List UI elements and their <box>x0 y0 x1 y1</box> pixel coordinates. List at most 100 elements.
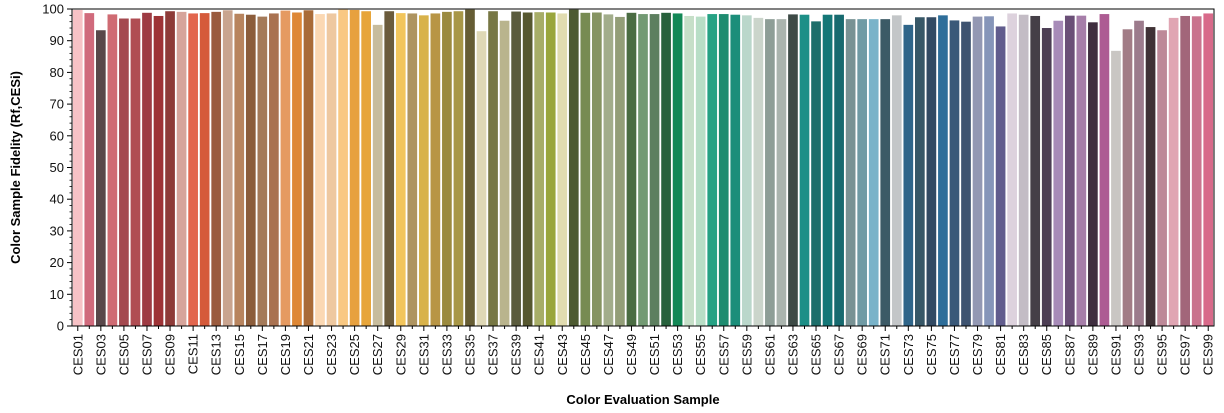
y-axis-title: Color Sample Fidelity (Rf,CESi) <box>8 71 23 264</box>
bar-ces33 <box>442 11 452 326</box>
bar-ces15 <box>234 13 245 326</box>
bar-ces81 <box>995 26 1006 326</box>
bar-ces42 <box>545 12 556 327</box>
bar-ces46 <box>592 12 602 327</box>
bar-ces48 <box>615 16 625 327</box>
bar-ces08 <box>153 15 164 326</box>
bar-ces76 <box>938 15 948 327</box>
bar-ces21 <box>303 10 314 327</box>
bar-ces43 <box>557 13 568 326</box>
bar-ces92 <box>1122 29 1133 326</box>
x-tick-label: CES81 <box>993 334 1008 375</box>
bar-ces06 <box>130 18 141 326</box>
x-tick-label: CES21 <box>301 334 316 375</box>
bar-ces32 <box>430 13 441 326</box>
bar-ces23 <box>326 13 337 326</box>
y-tick-label: 60 <box>50 128 64 143</box>
bar-ces10 <box>176 11 187 326</box>
x-tick-label: CES67 <box>832 334 847 375</box>
x-tick-label: CES09 <box>163 334 178 375</box>
bar-ces39 <box>511 11 521 326</box>
bar-ces95 <box>1157 30 1167 327</box>
bar-ces17 <box>257 16 268 327</box>
bar-ces64 <box>799 14 810 327</box>
bar-ces37 <box>488 11 498 326</box>
bar-ces83 <box>1018 14 1029 327</box>
x-tick-label: CES91 <box>1108 334 1123 375</box>
x-tick-label: CES39 <box>509 334 524 375</box>
x-tick-label: CES63 <box>785 334 800 375</box>
bar-ces51 <box>649 14 660 326</box>
bar-ces69 <box>857 19 868 326</box>
x-tick-label: CES05 <box>116 334 131 375</box>
x-tick-label: CES47 <box>601 334 616 375</box>
bar-ces59 <box>741 15 752 327</box>
bar-ces02 <box>84 13 95 327</box>
x-tick-label: CES43 <box>555 334 570 375</box>
x-tick-label: CES75 <box>924 334 939 375</box>
bar-ces49 <box>626 12 637 327</box>
bar-ces79 <box>972 16 983 327</box>
bar-ces62 <box>776 19 787 326</box>
y-tick-label: 70 <box>50 97 64 112</box>
x-tick-label: CES51 <box>647 334 662 375</box>
bar-ces12 <box>199 13 210 327</box>
bar-ces24 <box>338 9 348 326</box>
bar-ces98 <box>1191 16 1202 326</box>
bar-ces09 <box>165 11 175 326</box>
bar-ces77 <box>949 20 960 326</box>
x-tick-label: CES15 <box>232 334 247 375</box>
bar-ces97 <box>1180 15 1191 326</box>
x-tick-label: CES31 <box>416 334 431 375</box>
bar-ces40 <box>522 12 533 327</box>
bar-ces84 <box>1030 15 1041 326</box>
x-tick-label: CES03 <box>93 334 108 375</box>
bar-ces70 <box>868 19 879 326</box>
x-tick-label: CES23 <box>324 334 339 375</box>
x-tick-label: CES11 <box>186 334 201 374</box>
bar-ces22 <box>315 14 325 326</box>
bar-ces85 <box>1041 28 1052 327</box>
bar-ces73 <box>903 24 914 326</box>
bar-ces27 <box>372 24 383 326</box>
x-tick-label: CES37 <box>486 334 501 375</box>
bar-ces30 <box>407 13 418 326</box>
bar-ces74 <box>915 17 925 327</box>
bar-ces96 <box>1168 17 1179 326</box>
y-axis: 0 10 20 30 40 50 60 70 80 90 100 <box>42 2 72 334</box>
bar-ces16 <box>245 14 256 327</box>
bar-ces38 <box>499 20 510 326</box>
x-tick-label: CES55 <box>693 334 708 375</box>
bar-ces90 <box>1099 14 1110 326</box>
y-tick-label: 90 <box>50 33 64 48</box>
bar-ces82 <box>1007 13 1017 326</box>
x-tick-label: CES49 <box>624 334 639 375</box>
x-tick-label: CES17 <box>255 334 270 375</box>
bar-ces61 <box>765 19 775 326</box>
x-axis-title: Color Evaluation Sample <box>566 392 719 407</box>
bar-ces19 <box>280 10 291 327</box>
bar-ces88 <box>1076 15 1087 326</box>
x-tick-label: CES65 <box>809 334 824 375</box>
bar-ces57 <box>718 14 729 326</box>
bar-ces91 <box>1111 50 1121 327</box>
x-axis: CES01 CES03 CES05 CES07 CES09 CES11 CES13 CES15… <box>70 326 1216 375</box>
bar-ces26 <box>361 11 371 326</box>
bar-ces72 <box>891 15 902 327</box>
x-tick-label: CES35 <box>462 334 477 375</box>
x-tick-label: CES53 <box>670 334 685 375</box>
y-tick-label: 100 <box>42 2 64 17</box>
y-tick-label: 0 <box>57 319 64 334</box>
x-tick-label: CES89 <box>1085 334 1100 375</box>
bar-ces35 <box>465 9 475 326</box>
bar-ces54 <box>684 15 694 326</box>
bar-ces66 <box>822 14 833 327</box>
bar-ces04 <box>107 14 118 326</box>
y-tick-label: 10 <box>50 287 64 302</box>
bar-ces28 <box>384 11 395 326</box>
x-tick-label: CES33 <box>439 334 454 375</box>
y-tick-label: 50 <box>50 160 64 175</box>
bar-ces99 <box>1203 13 1214 326</box>
bar-ces80 <box>984 16 994 326</box>
bar-ces03 <box>95 30 106 327</box>
